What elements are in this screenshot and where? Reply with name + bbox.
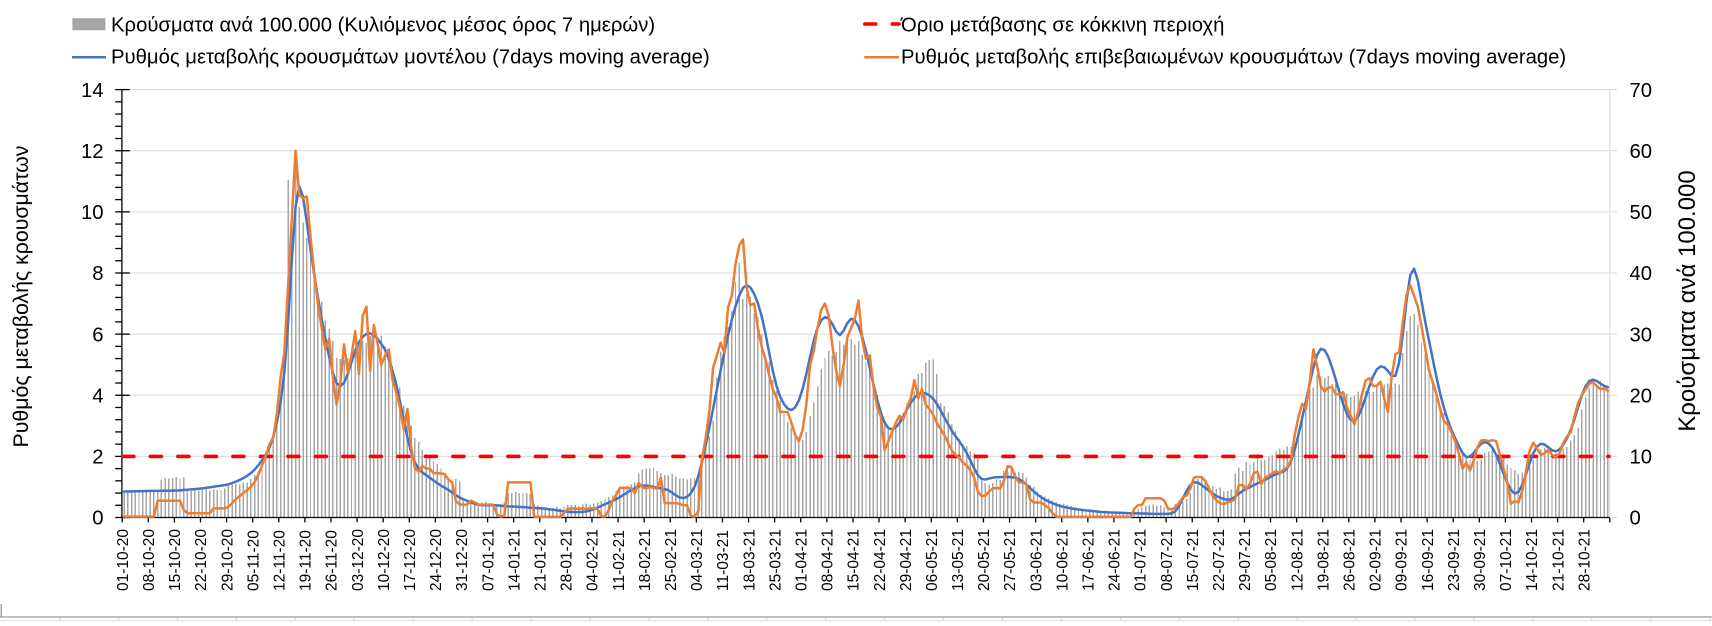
svg-text:28-10-21: 28-10-21 bbox=[1576, 529, 1593, 591]
svg-text:05-11-20: 05-11-20 bbox=[245, 530, 262, 591]
svg-text:10: 10 bbox=[1630, 447, 1653, 469]
svg-text:08-10-20: 08-10-20 bbox=[141, 529, 158, 591]
svg-text:6: 6 bbox=[92, 324, 103, 346]
svg-text:18-03-21: 18-03-21 bbox=[741, 529, 758, 591]
svg-text:08-04-21: 08-04-21 bbox=[820, 529, 837, 591]
svg-text:19-08-21: 19-08-21 bbox=[1315, 529, 1332, 591]
svg-text:11-03-21: 11-03-21 bbox=[715, 530, 732, 591]
svg-text:27-05-21: 27-05-21 bbox=[1002, 529, 1019, 591]
svg-text:Κρούσματα ανά 100.000: Κρούσματα ανά 100.000 bbox=[1674, 170, 1701, 432]
svg-text:09-09-21: 09-09-21 bbox=[1394, 529, 1411, 591]
svg-text:12-11-20: 12-11-20 bbox=[271, 530, 288, 591]
svg-text:15-04-21: 15-04-21 bbox=[846, 529, 863, 591]
svg-text:Ρυθμός μεταβολής κρουσμάτων μο: Ρυθμός μεταβολής κρουσμάτων μοντέλου (7d… bbox=[111, 46, 710, 68]
svg-text:07-01-21: 07-01-21 bbox=[480, 529, 497, 591]
svg-text:29-04-21: 29-04-21 bbox=[898, 529, 915, 591]
svg-text:22-10-20: 22-10-20 bbox=[193, 529, 210, 591]
svg-text:Ρυθμός μεταβολής κρουσμάτων: Ρυθμός μεταβολής κρουσμάτων bbox=[9, 146, 33, 448]
svg-text:15-10-20: 15-10-20 bbox=[167, 529, 184, 591]
svg-text:30-09-21: 30-09-21 bbox=[1472, 529, 1489, 591]
svg-text:31-12-20: 31-12-20 bbox=[454, 529, 471, 591]
svg-text:14-01-21: 14-01-21 bbox=[506, 529, 523, 591]
svg-text:19-11-20: 19-11-20 bbox=[298, 530, 315, 591]
svg-text:04-03-21: 04-03-21 bbox=[689, 529, 706, 591]
svg-text:24-06-21: 24-06-21 bbox=[1107, 529, 1124, 591]
svg-text:20: 20 bbox=[1630, 385, 1653, 407]
svg-text:70: 70 bbox=[1630, 80, 1653, 102]
svg-text:30: 30 bbox=[1630, 324, 1653, 346]
svg-text:Κρούσματα ανά 100.000 (Κυλιόμε: Κρούσματα ανά 100.000 (Κυλιόμενος μέσος … bbox=[111, 14, 655, 36]
svg-text:22-07-21: 22-07-21 bbox=[1211, 529, 1228, 591]
svg-text:17-06-21: 17-06-21 bbox=[1081, 529, 1098, 591]
svg-text:28-01-21: 28-01-21 bbox=[559, 529, 576, 591]
svg-text:20-05-21: 20-05-21 bbox=[976, 529, 993, 591]
svg-text:14: 14 bbox=[81, 80, 104, 102]
svg-text:11-02-21: 11-02-21 bbox=[611, 530, 628, 591]
svg-text:14-10-21: 14-10-21 bbox=[1524, 529, 1541, 591]
svg-text:01-10-20: 01-10-20 bbox=[115, 529, 132, 591]
svg-text:01-04-21: 01-04-21 bbox=[793, 529, 810, 591]
svg-text:23-09-21: 23-09-21 bbox=[1446, 529, 1463, 591]
svg-text:03-06-21: 03-06-21 bbox=[1028, 529, 1045, 591]
svg-text:16-09-21: 16-09-21 bbox=[1420, 529, 1437, 591]
svg-text:04-02-21: 04-02-21 bbox=[585, 529, 602, 591]
svg-text:17-12-20: 17-12-20 bbox=[402, 529, 419, 591]
svg-text:12: 12 bbox=[81, 141, 104, 163]
svg-text:02-09-21: 02-09-21 bbox=[1368, 529, 1385, 591]
svg-text:26-08-21: 26-08-21 bbox=[1342, 529, 1359, 591]
svg-text:08-07-21: 08-07-21 bbox=[1159, 529, 1176, 591]
svg-text:0: 0 bbox=[92, 508, 103, 530]
svg-text:06-05-21: 06-05-21 bbox=[924, 529, 941, 591]
svg-text:4: 4 bbox=[92, 385, 103, 407]
svg-text:60: 60 bbox=[1630, 141, 1653, 163]
svg-text:Όριο μετάβασης σε κόκκινη περι: Όριο μετάβασης σε κόκκινη περιοχή bbox=[900, 14, 1224, 36]
svg-text:29-10-20: 29-10-20 bbox=[219, 529, 236, 591]
svg-text:25-03-21: 25-03-21 bbox=[767, 529, 784, 591]
svg-text:24-12-20: 24-12-20 bbox=[428, 529, 445, 591]
svg-text:12-08-21: 12-08-21 bbox=[1289, 529, 1306, 591]
svg-text:05-08-21: 05-08-21 bbox=[1263, 529, 1280, 591]
svg-text:40: 40 bbox=[1630, 263, 1653, 285]
svg-text:25-02-21: 25-02-21 bbox=[663, 529, 680, 591]
svg-text:01-07-21: 01-07-21 bbox=[1133, 529, 1150, 591]
svg-text:10-12-20: 10-12-20 bbox=[376, 529, 393, 591]
svg-text:10: 10 bbox=[81, 202, 104, 224]
svg-text:15-07-21: 15-07-21 bbox=[1185, 529, 1202, 591]
svg-text:26-11-20: 26-11-20 bbox=[324, 530, 341, 591]
svg-text:13-05-21: 13-05-21 bbox=[950, 529, 967, 591]
svg-text:07-10-21: 07-10-21 bbox=[1498, 529, 1515, 591]
svg-text:10-06-21: 10-06-21 bbox=[1054, 529, 1071, 591]
svg-text:29-07-21: 29-07-21 bbox=[1237, 529, 1254, 591]
svg-text:21-10-21: 21-10-21 bbox=[1550, 529, 1567, 591]
svg-text:8: 8 bbox=[92, 263, 103, 285]
svg-text:0: 0 bbox=[1630, 508, 1641, 530]
svg-text:2: 2 bbox=[92, 447, 103, 469]
svg-text:Ρυθμός μεταβολής επιβεβαιωμένω: Ρυθμός μεταβολής επιβεβαιωμένων κρουσμάτ… bbox=[901, 46, 1566, 68]
svg-text:03-12-20: 03-12-20 bbox=[350, 529, 367, 591]
svg-text:50: 50 bbox=[1630, 202, 1653, 224]
svg-text:22-04-21: 22-04-21 bbox=[872, 529, 889, 591]
svg-text:21-01-21: 21-01-21 bbox=[532, 529, 549, 591]
svg-text:18-02-21: 18-02-21 bbox=[637, 529, 654, 591]
